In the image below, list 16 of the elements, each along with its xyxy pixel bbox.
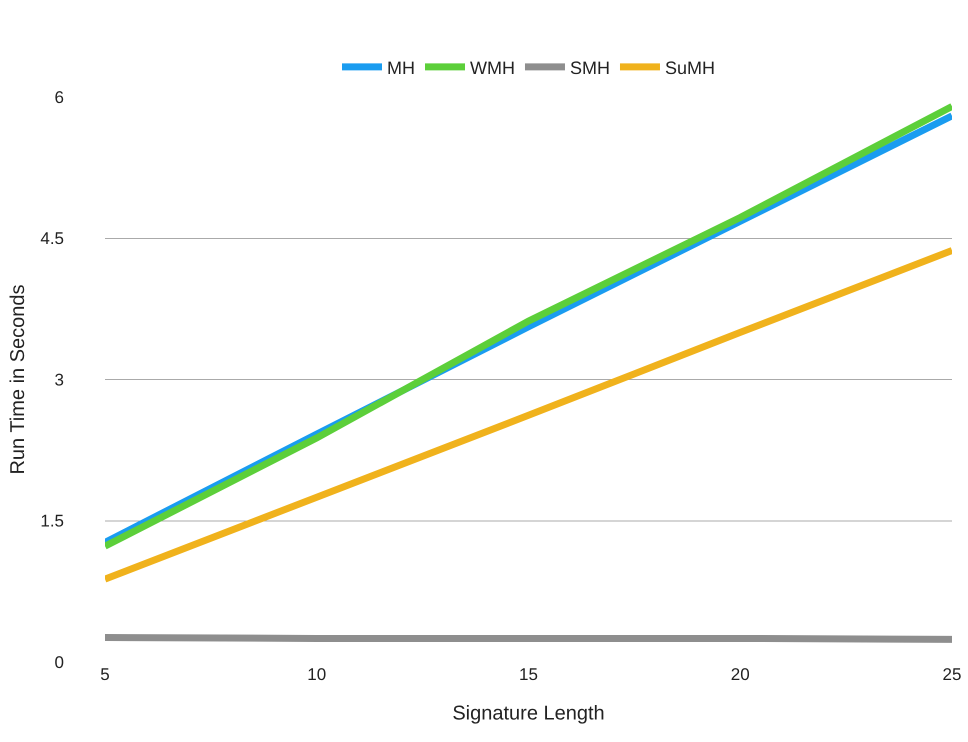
y-tick-label: 1.5 <box>40 512 64 531</box>
legend-label: SMH <box>570 58 610 78</box>
y-tick-label: 0 <box>54 652 64 672</box>
y-tick-label: 6 <box>54 88 64 107</box>
x-axis-title: Signature Length <box>452 702 605 724</box>
y-axis-title: Run Time in Seconds <box>6 284 29 475</box>
legend-label: WMH <box>470 58 515 78</box>
y-tick-label: 4.5 <box>40 229 64 248</box>
x-tick-label: 5 <box>100 665 110 684</box>
x-tick-label: 20 <box>730 665 750 684</box>
x-tick-label: 25 <box>942 665 962 684</box>
x-tick-label: 10 <box>307 665 326 684</box>
x-tick-label: 15 <box>519 665 538 684</box>
legend-label: MH <box>387 58 415 78</box>
y-tick-label: 3 <box>54 370 64 390</box>
legend-label: SuMH <box>664 58 715 78</box>
